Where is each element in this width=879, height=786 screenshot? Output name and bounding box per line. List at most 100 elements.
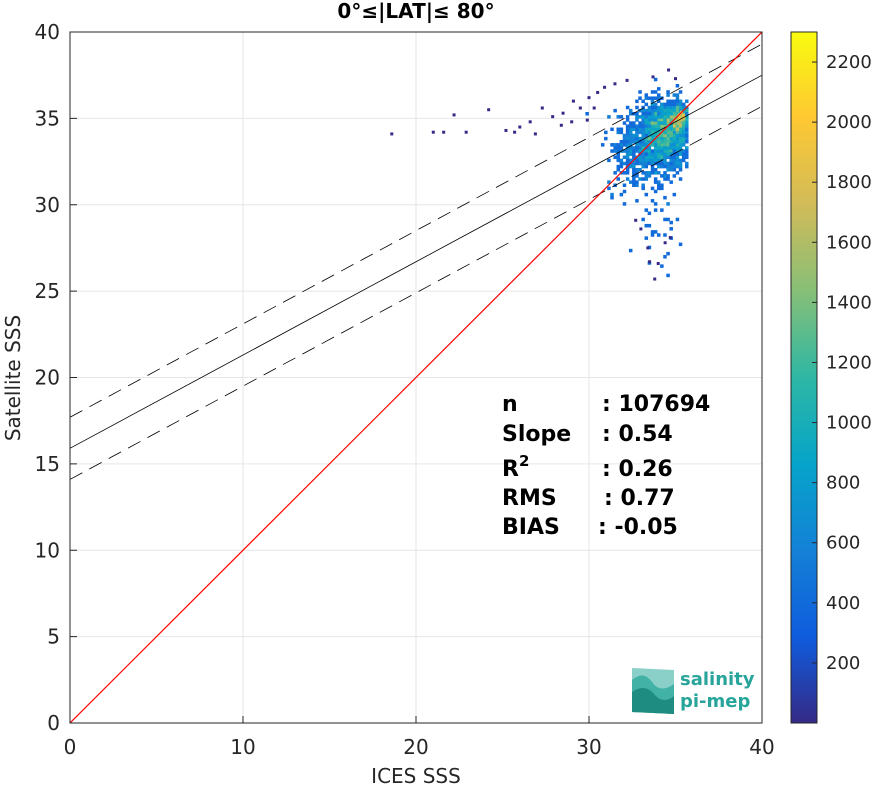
density-cell	[672, 111, 677, 116]
density-cell	[663, 124, 667, 128]
density-cell	[622, 143, 627, 147]
scatter-point	[540, 106, 544, 110]
density-cell	[625, 118, 630, 122]
x-tick-label: 10	[230, 735, 255, 759]
density-cell	[644, 130, 649, 135]
density-cell	[666, 121, 670, 125]
density-cell	[678, 127, 683, 132]
density-cell	[632, 146, 636, 150]
density-cell	[663, 171, 667, 175]
density-cell	[653, 180, 658, 184]
density-cell	[650, 130, 655, 135]
density-cell	[653, 202, 658, 206]
density-cell	[616, 115, 621, 119]
density-cell	[675, 146, 680, 150]
scatter-point	[613, 82, 617, 86]
density-cell	[647, 139, 652, 144]
density-cell	[644, 158, 649, 163]
density-cell	[653, 127, 658, 132]
density-cell	[610, 127, 614, 132]
density-cell	[663, 158, 667, 163]
density-cell	[650, 230, 655, 234]
density-cell	[625, 127, 630, 132]
density-cell	[638, 143, 642, 147]
density-cell	[653, 139, 658, 144]
colorbar-tick-label: 1600	[826, 232, 872, 253]
density-cell	[672, 146, 677, 150]
density-cell	[607, 158, 611, 163]
density-cell	[604, 130, 608, 135]
density-cell	[660, 161, 664, 166]
density-cell	[619, 146, 624, 150]
density-cell	[638, 130, 642, 135]
density-cell	[669, 180, 673, 184]
density-cell	[632, 180, 636, 184]
density-cell	[653, 177, 658, 181]
density-cell	[660, 149, 664, 153]
density-cell	[650, 90, 655, 94]
density-cell	[638, 161, 642, 166]
density-cell	[656, 152, 661, 156]
density-cell	[644, 133, 649, 138]
density-cell	[635, 133, 639, 138]
density-cell	[613, 149, 617, 153]
density-cell	[663, 217, 667, 222]
density-cell	[660, 183, 664, 188]
density-cell	[644, 93, 649, 97]
density-cell	[628, 124, 633, 128]
density-cell	[635, 115, 639, 119]
density-cell	[660, 108, 664, 113]
stat-rms-value: : 0.77	[604, 486, 675, 511]
scatter-point	[646, 246, 650, 250]
density-cell	[653, 149, 658, 153]
density-cell	[641, 118, 645, 122]
stat-n-value: : 107694	[602, 392, 710, 417]
density-cell	[610, 149, 614, 153]
density-cell	[622, 161, 627, 166]
density-cell	[666, 130, 670, 135]
density-cell	[625, 158, 630, 163]
density-cell	[673, 118, 677, 122]
density-cell	[647, 149, 652, 153]
density-cell	[638, 124, 642, 128]
density-cell	[663, 130, 667, 135]
density-cell	[653, 230, 658, 234]
density-cell	[663, 121, 667, 125]
density-cell	[625, 105, 630, 110]
density-cell	[653, 146, 658, 150]
density-cell	[644, 118, 649, 122]
density-cell	[685, 127, 689, 132]
stat-r2-value: : 0.26	[602, 457, 673, 482]
density-cell	[675, 149, 680, 153]
density-cell	[610, 143, 614, 147]
density-cell	[663, 233, 667, 237]
density-cell	[678, 242, 683, 247]
density-cell	[635, 171, 639, 175]
density-cell	[613, 146, 617, 150]
density-cell	[656, 127, 661, 132]
density-cell	[641, 158, 645, 163]
density-cell	[663, 195, 667, 200]
density-cell	[669, 136, 673, 141]
density-cell	[663, 108, 667, 113]
density-cell	[663, 152, 667, 156]
density-cell	[638, 108, 642, 113]
density-cell	[644, 115, 649, 119]
colorbar-ticks: 200 400 600 800 1000 1200 1400 1600 1800 2000 2200	[812, 52, 872, 674]
density-cell	[672, 121, 677, 125]
density-cell	[656, 180, 661, 184]
density-cell	[632, 149, 636, 153]
y-tick-label: 25	[35, 279, 60, 303]
density-cell	[675, 102, 680, 107]
y-tick-label: 0	[47, 711, 60, 735]
scatter-point	[533, 132, 537, 136]
density-cell	[610, 195, 614, 200]
density-cell	[647, 136, 652, 141]
y-tick-label: 40	[35, 20, 60, 44]
density-cell	[672, 102, 677, 107]
density-cell	[619, 143, 624, 147]
density-cell	[632, 183, 636, 188]
density-cell	[600, 143, 605, 147]
density-cell	[656, 108, 661, 113]
scatter-point	[452, 113, 456, 117]
